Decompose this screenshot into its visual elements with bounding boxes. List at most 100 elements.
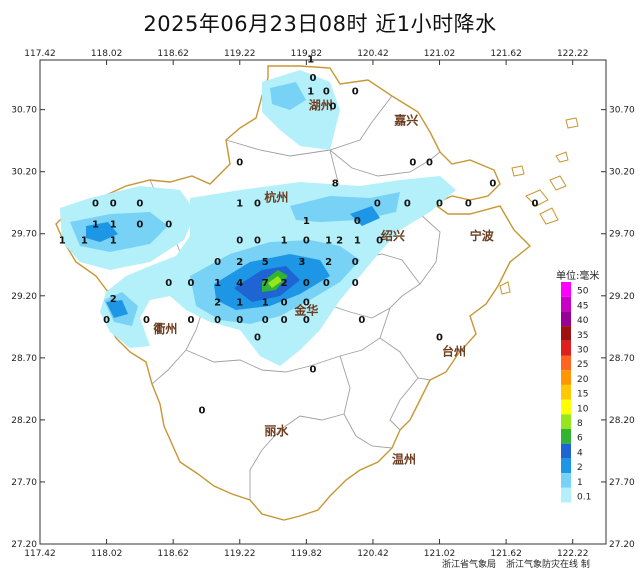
city-label: 金华 (293, 302, 318, 317)
city-label: 丽水 (264, 423, 289, 438)
station-value: 0 (323, 278, 330, 289)
legend-swatch (561, 487, 571, 503)
y-tick-label-right: 30.70 (609, 106, 635, 116)
x-tick-label-bottom: 121.62 (490, 549, 522, 559)
x-tick-label-bottom: 119.82 (291, 549, 323, 559)
x-tick-label-bottom: 121.02 (424, 549, 456, 559)
station-value: 0 (254, 236, 261, 247)
y-tick-label-right: 28.70 (609, 354, 635, 364)
city-label: 宁波 (470, 228, 495, 243)
station-value: 0 (323, 87, 330, 98)
legend-swatch (561, 370, 571, 385)
legend-label: 20 (577, 375, 589, 385)
legend-swatch (561, 414, 571, 429)
station-value: 0 (165, 220, 172, 231)
station-value: 7 (262, 278, 269, 289)
legend-swatch (561, 399, 571, 415)
legend-label: 40 (577, 316, 589, 326)
station-value: 2 (336, 236, 343, 247)
legend-label: 25 (577, 360, 588, 370)
station-value: 0 (489, 179, 496, 190)
station-value: 1 (303, 216, 310, 227)
city-label: 台州 (442, 343, 466, 358)
station-value: 0 (303, 236, 310, 247)
legend-label: 45 (577, 301, 588, 311)
legend-swatch (561, 429, 571, 444)
station-value: 0 (214, 315, 221, 326)
station-value: 0 (531, 198, 538, 209)
station-value: 0 (236, 236, 243, 247)
y-tick-label-right: 29.20 (609, 292, 635, 302)
station-value: 0 (165, 278, 172, 289)
x-tick-label-top: 118.02 (91, 49, 123, 59)
station-value: 0 (409, 157, 416, 168)
legend-label: 15 (577, 390, 588, 400)
credit-bureau: 浙江省气象局 (442, 560, 497, 570)
x-tick-label-top: 121.62 (490, 49, 522, 59)
x-tick-label-top: 119.82 (291, 49, 323, 59)
legend-label: 4 (577, 448, 583, 458)
station-value: 1 (92, 220, 99, 231)
station-value: 1 (81, 236, 88, 247)
precipitation-shading (60, 70, 456, 366)
station-value: 1 (325, 236, 332, 247)
station-value: 4 (236, 278, 243, 289)
station-value: 0 (303, 278, 310, 289)
station-value: 0 (103, 315, 110, 326)
y-tick-label-right: 30.20 (609, 168, 635, 178)
station-value: 1 (307, 87, 314, 98)
y-tick-label-right: 27.20 (609, 540, 635, 550)
city-label: 衢州 (153, 321, 177, 336)
station-value: 0 (352, 257, 359, 268)
station-value: 0 (436, 198, 443, 209)
x-tick-label-top: 119.22 (224, 49, 256, 59)
station-value: 0 (436, 332, 443, 343)
station-value: 0 (404, 198, 411, 209)
station-value: 0 (374, 198, 381, 209)
station-value: 1 (307, 54, 314, 65)
legend: 50 45 40 35 30 25 20 15 10 8 6 4 2 1 0.1 (561, 282, 591, 503)
x-tick-label-bottom: 119.22 (224, 549, 256, 559)
city-label: 温州 (392, 452, 416, 466)
station-value: 0 (303, 315, 310, 326)
x-tick-label-top: 118.62 (157, 49, 189, 59)
station-value: 0 (303, 298, 310, 309)
x-tick-label-bottom: 122.22 (557, 549, 589, 559)
legend-label: 2 (577, 463, 583, 473)
station-value: 8 (332, 179, 339, 190)
station-value: 0 (465, 198, 472, 209)
station-value: 1 (110, 236, 117, 247)
station-value: 0 (136, 220, 143, 231)
x-tick-label-bottom: 120.42 (357, 549, 389, 559)
legend-swatch (561, 473, 571, 488)
city-label: 绍兴 (381, 228, 405, 243)
legend-label: 1 (577, 478, 583, 488)
legend-swatch (561, 443, 571, 459)
map-title: 2025年06月23日08时 近1小时降水 (143, 12, 497, 36)
station-value: 0 (136, 198, 143, 209)
legend-swatch (561, 311, 571, 327)
legend-label: 6 (577, 434, 583, 444)
x-tick-label-bottom: 118.02 (91, 549, 123, 559)
axis-ticks: 117.42 117.42 118.02 118.02 118.62 118.62 119.… (11, 49, 635, 559)
station-value: 0 (352, 278, 359, 289)
station-value: 0 (358, 315, 365, 326)
station-value: 1 (214, 278, 221, 289)
station-value: 0 (236, 157, 243, 168)
station-value: 2 (281, 278, 288, 289)
y-tick-label-left: 29.70 (11, 230, 37, 240)
station-value: 0 (281, 298, 288, 309)
station-value: 1 (236, 298, 243, 309)
city-label: 杭州 (264, 189, 288, 204)
station-value: 1 (281, 236, 288, 247)
station-value: 1 (354, 236, 361, 247)
legend-swatch (561, 384, 571, 400)
legend-swatch (561, 296, 571, 312)
x-tick-label-top: 120.42 (357, 49, 389, 59)
station-value: 0 (281, 315, 288, 326)
legend-label: 35 (577, 331, 588, 341)
credits: 浙江省气象局 浙江气象防灾在线 制 (442, 557, 600, 570)
